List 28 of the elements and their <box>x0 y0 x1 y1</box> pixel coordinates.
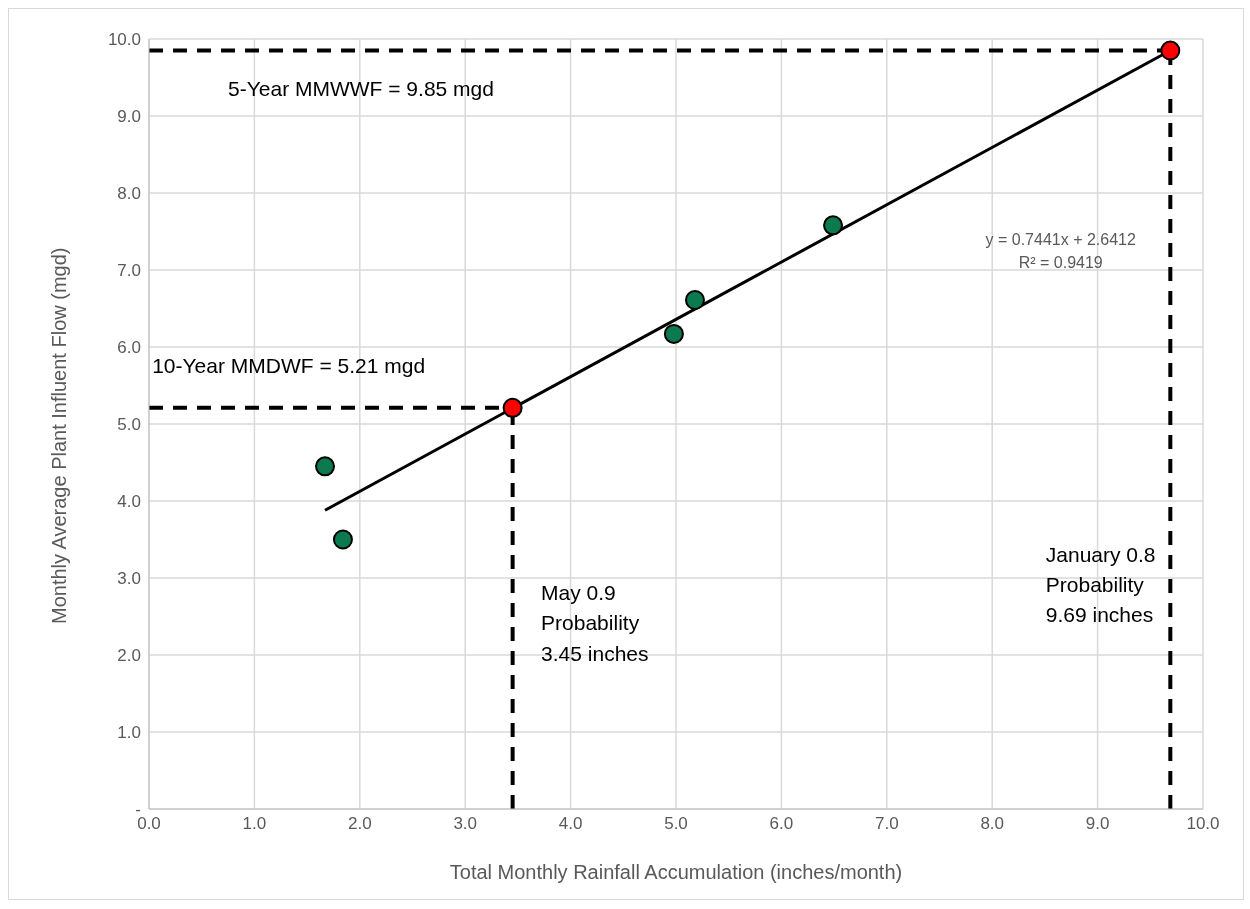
x-tick-label: 9.0 <box>1085 814 1110 834</box>
y-tick-label: 1.0 <box>117 723 141 743</box>
y-tick-label: 6.0 <box>117 338 141 358</box>
annotation: 5-Year MMWWF = 9.85 mgd <box>228 75 494 102</box>
x-tick-label: 4.0 <box>558 814 583 834</box>
annotation: y = 0.7441x + 2.6412 R² = 0.9419 <box>985 229 1136 273</box>
annotation: 10-Year MMDWF = 5.21 mgd <box>152 352 426 379</box>
x-axis-title: Total Monthly Rainfall Accumulation (inches/month) <box>449 861 903 883</box>
x-tick-label: 10.0 <box>1186 814 1220 834</box>
y-tick-label: 4.0 <box>117 492 141 512</box>
annotation: January 0.8 Probability 9.69 inches <box>1045 541 1156 629</box>
annotation: May 0.9 Probability 3.45 inches <box>541 580 649 667</box>
x-tick-label: 0.0 <box>137 814 161 834</box>
y-tick-label: 2.0 <box>117 646 141 666</box>
y-axis-title: Monthly Average Plant Influent Flow (mgd) <box>48 247 71 624</box>
y-tick-label: 8.0 <box>117 184 141 204</box>
x-tick-label: 7.0 <box>874 814 899 834</box>
x-tick-label: 6.0 <box>769 814 794 834</box>
x-tick-label: 2.0 <box>347 814 372 834</box>
y-tick-label: 5.0 <box>117 415 141 435</box>
x-tick-label: 5.0 <box>664 814 688 834</box>
y-tick-label: 10.0 <box>107 30 141 50</box>
x-tick-label: 1.0 <box>242 814 267 834</box>
y-tick-label: 9.0 <box>117 107 141 127</box>
x-tick-label: 3.0 <box>453 814 478 834</box>
y-tick-label: 7.0 <box>117 261 141 281</box>
y-tick-label: 3.0 <box>117 569 141 589</box>
x-tick-label: 8.0 <box>980 814 1005 834</box>
